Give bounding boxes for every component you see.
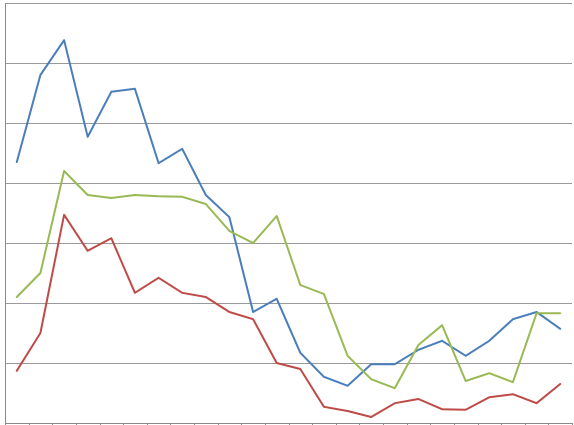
x-axis [5,423,573,425]
series-line-2 [15,213,562,418]
gridlines [5,3,572,423]
series-group [15,39,562,418]
series-line-3 [15,170,562,390]
series-line-1 [15,39,562,387]
